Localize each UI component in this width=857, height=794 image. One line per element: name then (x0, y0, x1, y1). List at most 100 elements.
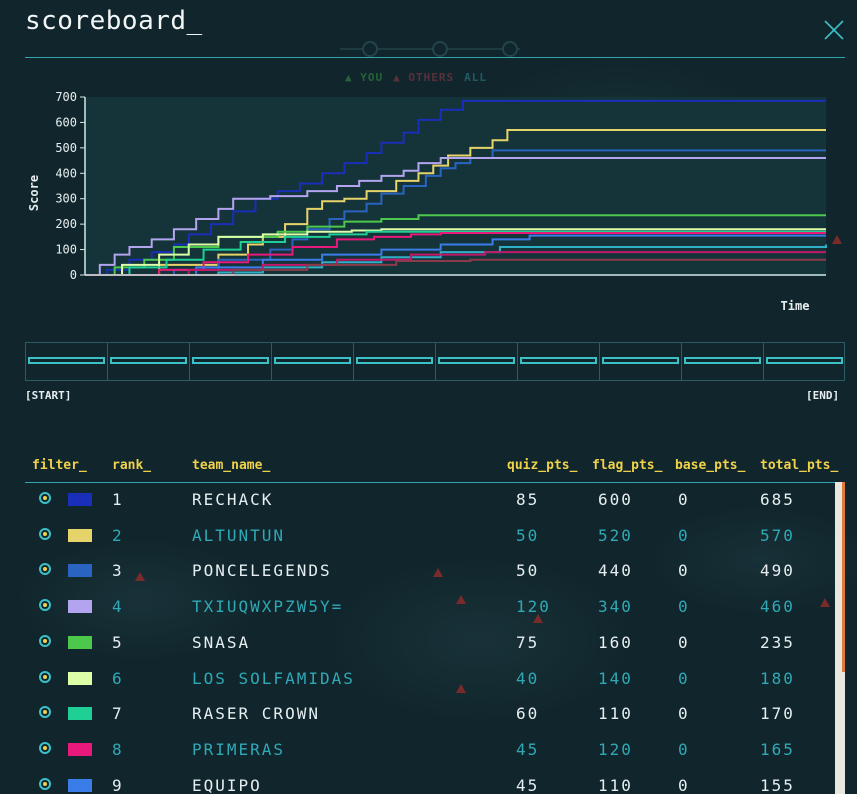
tab-all[interactable]: ALL (464, 71, 487, 84)
filter-radio[interactable] (39, 777, 51, 790)
team-name-cell: TXIUQWXPZW5Y= (192, 597, 344, 617)
rank-cell: 9 (112, 775, 124, 794)
table-row[interactable]: 7 RASER CROWN 60 110 0 170 (25, 696, 833, 732)
y-tick-label: 0 (70, 268, 77, 282)
table-row[interactable]: 9 EQUIPO 45 110 0 155 (25, 768, 833, 794)
y-tick-label: 400 (55, 166, 77, 180)
range-tick (107, 343, 108, 380)
tab-others[interactable]: ▲ OTHERS (393, 71, 455, 84)
series-line-4 (85, 157, 826, 276)
range-segment[interactable] (438, 357, 515, 364)
quiz-pts-cell: 85 (516, 490, 540, 509)
quiz-pts-cell: 120 (516, 597, 551, 617)
y-axis-label: Score (27, 175, 41, 211)
team-color-swatch (68, 778, 92, 792)
quiz-pts-cell: 50 (516, 525, 540, 545)
range-segment[interactable] (520, 357, 597, 364)
time-range-selector[interactable] (25, 342, 845, 381)
total-pts-cell: 490 (760, 561, 795, 581)
rank-cell: 2 (112, 525, 124, 545)
header-rank[interactable]: rank_ (112, 458, 152, 473)
y-tick-label: 700 (55, 90, 77, 104)
header-team-name[interactable]: team_name_ (192, 458, 271, 473)
header-total-pts[interactable]: total_pts_ (760, 458, 839, 473)
flag-pts-cell: 520 (598, 525, 633, 545)
table-row[interactable]: 4 TXIUQWXPZW5Y= 120 340 0 460 (25, 589, 833, 625)
flag-pts-cell: 120 (598, 739, 633, 759)
header-flag-pts[interactable]: flag_pts_ (592, 458, 663, 473)
filter-radio[interactable] (39, 634, 51, 647)
decorative-dot (502, 41, 518, 57)
header-quiz-pts[interactable]: quiz_pts_ (507, 458, 578, 473)
rank-cell: 8 (112, 739, 124, 759)
table-row[interactable]: 3 PONCELEGENDS 50 440 0 490 (25, 553, 833, 589)
team-name-cell: RASER CROWN (192, 704, 320, 724)
range-segment[interactable] (192, 357, 269, 364)
range-tick (517, 343, 518, 380)
base-pts-cell: 0 (678, 632, 690, 652)
team-name-cell: PRIMERAS (192, 739, 286, 759)
total-pts-cell: 165 (760, 739, 795, 759)
table-row[interactable]: 1 RECHACK 85 600 0 685 (25, 482, 833, 518)
base-pts-cell: 0 (678, 668, 690, 688)
base-pts-cell: 0 (678, 561, 690, 581)
series-line-12 (85, 258, 826, 276)
close-icon[interactable] (822, 18, 846, 42)
map-marker-icon (533, 614, 543, 623)
range-tick (844, 343, 845, 380)
series-line-3 (85, 149, 826, 276)
table-row[interactable]: 5 SNASA 75 160 0 235 (25, 625, 833, 661)
range-tick (271, 343, 272, 380)
range-segment[interactable] (356, 357, 433, 364)
range-tick (435, 343, 436, 380)
filter-radio[interactable] (39, 706, 51, 719)
range-segment[interactable] (110, 357, 187, 364)
filter-radio[interactable] (39, 492, 51, 504)
team-name-cell: EQUIPO (192, 775, 262, 794)
table-row[interactable]: 2 ALTUNTUN 50 520 0 570 (25, 518, 833, 554)
team-color-swatch (68, 600, 92, 614)
base-pts-cell: 0 (678, 490, 690, 509)
team-name-cell: RECHACK (192, 490, 274, 509)
table-scrollbar[interactable] (835, 482, 845, 794)
table-row[interactable]: 8 PRIMERAS 45 120 0 165 (25, 732, 833, 768)
filter-radio[interactable] (39, 670, 51, 683)
team-color-swatch (68, 671, 92, 685)
range-segment[interactable] (766, 357, 843, 364)
quiz-pts-cell: 60 (516, 704, 540, 724)
flag-pts-cell: 340 (598, 597, 633, 617)
series-line-11 (85, 251, 826, 276)
scoreboard-table-header: filter_ rank_ team_name_ quiz_pts_ flag_… (25, 456, 845, 483)
rank-cell: 4 (112, 597, 124, 617)
header-base-pts[interactable]: base_pts_ (675, 458, 746, 473)
filter-radio[interactable] (39, 563, 51, 576)
tab-you[interactable]: ▲ YOU (345, 71, 384, 84)
filter-radio[interactable] (39, 741, 51, 754)
team-color-swatch (68, 493, 92, 506)
table-row[interactable]: 6 LOS SOLFAMIDAS 40 140 0 180 (25, 661, 833, 697)
filter-radio[interactable] (39, 599, 51, 612)
decorative-dot (362, 41, 378, 57)
range-tick (681, 343, 682, 380)
filter-radio[interactable] (39, 527, 51, 540)
quiz-pts-cell: 45 (516, 739, 540, 759)
range-tick (189, 343, 190, 380)
team-name-cell: ALTUNTUN (192, 525, 286, 545)
decorative-track (340, 48, 520, 50)
range-segment[interactable] (684, 357, 761, 364)
quiz-pts-cell: 50 (516, 561, 540, 581)
y-tick-label: 300 (55, 192, 77, 206)
header-filter[interactable]: filter_ (32, 458, 87, 473)
range-segment[interactable] (602, 357, 679, 364)
quiz-pts-cell: 75 (516, 632, 540, 652)
header-divider (25, 57, 845, 58)
flag-pts-cell: 140 (598, 668, 633, 688)
scrollbar-thumb[interactable] (842, 482, 845, 672)
range-segment[interactable] (274, 357, 351, 364)
chart-plot-area (85, 97, 826, 275)
quiz-pts-cell: 45 (516, 775, 540, 794)
total-pts-cell: 685 (760, 490, 795, 509)
range-segment[interactable] (28, 357, 105, 364)
y-tick-label: 500 (55, 141, 77, 155)
score-chart: 0 100 200 300 400 500 600 700 Score Time (27, 90, 827, 313)
